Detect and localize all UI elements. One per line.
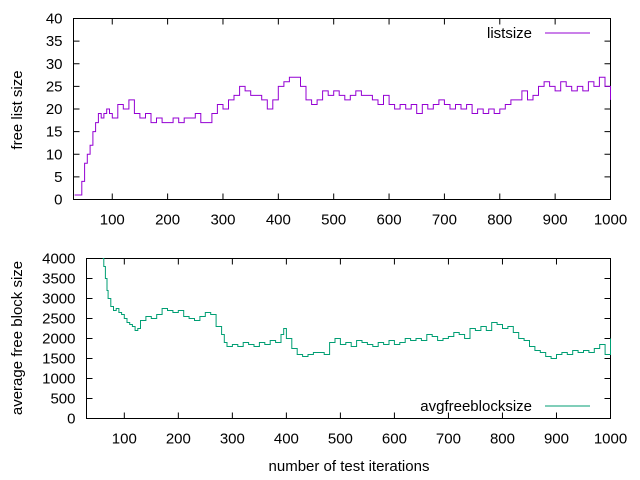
bottom-x-ticks: 100 200 300 400 500 600 700 800 900 1000 xyxy=(112,258,627,448)
x-tick-label: 100 xyxy=(112,431,137,448)
x-tick-label: 300 xyxy=(210,212,235,229)
y-tick-label: 15 xyxy=(46,124,63,141)
x-tick-label: 500 xyxy=(328,431,353,448)
x-tick-label: 300 xyxy=(220,431,245,448)
top-y-axis-label: free list size xyxy=(9,70,26,149)
x-tick-label: 200 xyxy=(166,431,191,448)
top-chart: 0 5 10 15 20 25 30 35 40 100 200 300 400 500 600 700 80… xyxy=(9,11,627,229)
x-tick-label: 800 xyxy=(490,431,515,448)
y-tick-label: 3000 xyxy=(42,291,75,308)
top-legend: listsize xyxy=(487,25,590,42)
y-tick-label: 35 xyxy=(46,33,63,50)
bottom-y-axis-label: average free block size xyxy=(9,261,26,415)
bottom-series xyxy=(102,258,611,359)
x-tick-label: 400 xyxy=(274,431,299,448)
bottom-y-ticks: 0 500 1000 1500 2000 2500 3000 3500 4000 xyxy=(42,251,611,428)
y-tick-label: 4000 xyxy=(42,251,75,268)
bottom-chart: 0 500 1000 1500 2000 2500 3000 3500 4000 100 200 3… xyxy=(9,251,627,476)
y-tick-label: 5 xyxy=(54,169,62,186)
y-tick-label: 2000 xyxy=(42,331,75,348)
series-line-listsize xyxy=(74,76,611,196)
x-tick-label: 600 xyxy=(377,212,402,229)
y-tick-label: 30 xyxy=(46,56,63,73)
y-tick-label: 3500 xyxy=(42,271,75,288)
x-tick-label: 100 xyxy=(100,212,125,229)
x-tick-label: 500 xyxy=(321,212,346,229)
y-tick-label: 20 xyxy=(46,101,63,118)
y-tick-label: 40 xyxy=(46,11,63,28)
bottom-legend: avgfreeblocksize xyxy=(420,398,590,415)
x-tick-label: 800 xyxy=(487,212,512,229)
x-tick-label: 600 xyxy=(382,431,407,448)
series-line-avgfreeblocksize xyxy=(102,258,611,359)
top-y-ticks: 0 5 10 15 20 25 30 35 40 xyxy=(46,11,611,209)
x-tick-label: 700 xyxy=(436,431,461,448)
y-tick-label: 1500 xyxy=(42,351,75,368)
x-tick-label: 900 xyxy=(543,212,568,229)
y-tick-label: 500 xyxy=(50,391,75,408)
y-tick-label: 1000 xyxy=(42,371,75,388)
y-tick-label: 0 xyxy=(67,411,75,428)
x-tick-label: 1000 xyxy=(594,431,627,448)
top-x-ticks: 100 200 300 400 500 600 700 800 900 1000 xyxy=(100,18,627,229)
x-tick-label: 1000 xyxy=(594,212,627,229)
x-tick-label: 200 xyxy=(155,212,180,229)
y-tick-label: 0 xyxy=(54,192,62,209)
x-tick-label: 900 xyxy=(544,431,569,448)
y-tick-label: 2500 xyxy=(42,311,75,328)
y-tick-label: 25 xyxy=(46,78,63,95)
y-tick-label: 10 xyxy=(46,146,63,163)
bottom-legend-label: avgfreeblocksize xyxy=(420,398,532,415)
bottom-x-axis-label: number of test iterations xyxy=(269,458,430,475)
x-tick-label: 700 xyxy=(432,212,457,229)
top-series xyxy=(74,76,611,196)
top-legend-label: listsize xyxy=(487,25,532,42)
x-tick-label: 400 xyxy=(266,212,291,229)
